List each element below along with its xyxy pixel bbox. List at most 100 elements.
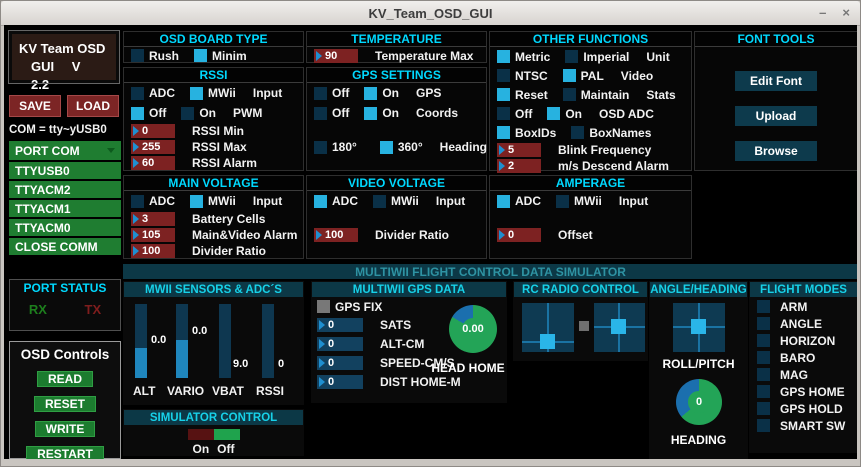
head-home-knob[interactable]: 0.00	[449, 305, 497, 353]
offset-field[interactable]: 0	[497, 228, 541, 242]
metric-checkbox[interactable]	[497, 50, 510, 63]
port-item-ttyacm1[interactable]: TTYACM1	[9, 200, 121, 217]
mv-adc-checkbox[interactable]	[131, 194, 144, 208]
alt-cm-label: ALT-CM	[380, 336, 425, 351]
titlebar[interactable]: KV_Team_OSD_GUI – ×	[1, 1, 860, 26]
reset-stats-checkbox[interactable]	[497, 88, 510, 101]
port-status-title: PORT STATUS	[23, 280, 107, 295]
simulator-toggle[interactable]	[187, 429, 240, 440]
throttle-yaw-stick[interactable]	[522, 303, 574, 352]
coords-on-checkbox[interactable]	[364, 106, 378, 120]
rssi-pwm-off-checkbox[interactable]	[131, 106, 144, 120]
pitch-roll-handle[interactable]	[611, 319, 626, 334]
smart-sw-checkbox[interactable]	[757, 419, 770, 432]
gps-off-label: Off	[332, 86, 350, 100]
heading-360-checkbox[interactable]	[379, 140, 393, 154]
spinner-arrow-icon	[133, 246, 139, 256]
minim-checkbox[interactable]	[194, 49, 207, 62]
sats-field[interactable]: 0	[317, 317, 363, 332]
box-row: BoxIDs BoxNames	[490, 123, 691, 142]
blink-frequency-field[interactable]: 5	[497, 143, 541, 157]
port-item-ttyusb0[interactable]: TTYUSB0	[9, 162, 121, 179]
coords-off-checkbox[interactable]	[314, 106, 327, 120]
gps-on-checkbox[interactable]	[364, 86, 378, 100]
toggle-on-segment[interactable]	[187, 429, 214, 440]
vario-slider-fill	[176, 339, 188, 378]
port-item-close-comm[interactable]: CLOSE COMM	[9, 238, 121, 255]
rssi-min-field[interactable]: 0	[131, 124, 175, 138]
angle-checkbox[interactable]	[757, 317, 770, 330]
reset-button[interactable]: RESET	[33, 396, 96, 412]
vv-mwii-checkbox[interactable]	[373, 194, 386, 208]
port-item-ttyacm0[interactable]: TTYACM0	[9, 219, 121, 236]
roll-pitch-label: ROLL/PITCH	[662, 357, 735, 371]
dist-home-field[interactable]: 0	[317, 374, 363, 389]
baro-checkbox[interactable]	[757, 351, 770, 364]
main-video-alarm-field[interactable]: 105	[131, 228, 175, 242]
speed-field[interactable]: 0	[317, 355, 363, 370]
osd-adc-off-checkbox[interactable]	[497, 107, 510, 120]
osd-adc-on-checkbox[interactable]	[547, 107, 561, 120]
battery-cells-field[interactable]: 3	[131, 212, 175, 226]
close-icon[interactable]: ×	[842, 5, 850, 20]
vario-slider[interactable]	[176, 304, 188, 378]
dist-home-row: 0 DIST HOME-M	[311, 372, 507, 391]
imperial-checkbox[interactable]	[565, 50, 579, 63]
gps-hold-checkbox[interactable]	[757, 402, 770, 415]
read-button[interactable]: READ	[36, 371, 93, 387]
toggle-off-segment[interactable]	[213, 429, 240, 440]
battery-cells-value: 3	[142, 213, 149, 225]
vv-divider-field[interactable]: 100	[314, 228, 358, 242]
edit-font-button[interactable]: Edit Font	[735, 71, 817, 91]
restart-button[interactable]: RESTART	[26, 446, 104, 459]
load-button[interactable]: LOAD	[67, 95, 119, 117]
roll-pitch-pad[interactable]	[673, 303, 725, 352]
logo-line2: GUI V 2.2	[31, 59, 81, 92]
minimize-icon[interactable]: –	[819, 5, 827, 20]
rssi-mwii-checkbox[interactable]	[190, 86, 203, 100]
gps-off-checkbox[interactable]	[314, 86, 327, 100]
rssi-adc-checkbox[interactable]	[131, 86, 144, 100]
chevron-down-icon	[107, 148, 115, 153]
rush-checkbox[interactable]	[131, 49, 144, 62]
gps-fix-checkbox[interactable]	[317, 300, 330, 313]
ntsc-checkbox[interactable]	[497, 69, 510, 82]
amp-mwii-checkbox[interactable]	[556, 194, 569, 208]
mag-checkbox[interactable]	[757, 368, 770, 381]
mv-mwii-checkbox[interactable]	[190, 194, 203, 208]
write-button[interactable]: WRITE	[34, 421, 96, 437]
temperature-max-field[interactable]: 90	[314, 48, 358, 63]
gps-home-checkbox[interactable]	[757, 385, 770, 398]
vv-adc-checkbox[interactable]	[314, 194, 327, 208]
battery-cells-label: Battery Cells	[192, 212, 266, 226]
vbat-slider[interactable]	[219, 304, 231, 378]
browse-button[interactable]: Browse	[735, 141, 817, 161]
section-title: TEMPERATURE	[307, 32, 486, 47]
pitch-roll-stick[interactable]	[594, 303, 645, 352]
alt-cm-field[interactable]: 0	[317, 336, 363, 351]
roll-pitch-handle[interactable]	[691, 319, 706, 334]
save-button[interactable]: SAVE	[9, 95, 61, 117]
boxnames-checkbox[interactable]	[571, 126, 585, 139]
heading-180-checkbox[interactable]	[314, 140, 327, 154]
video-label: Video	[620, 68, 654, 83]
port-com-dropdown[interactable]: PORT COM	[9, 141, 121, 160]
pal-checkbox[interactable]	[562, 69, 576, 82]
alt-slider[interactable]	[135, 304, 147, 378]
rssi-max-field[interactable]: 255	[131, 140, 175, 154]
descend-alarm-field[interactable]: 2	[497, 159, 541, 173]
amp-adc-checkbox[interactable]	[497, 194, 510, 208]
mv-divider-field[interactable]: 100	[131, 244, 175, 258]
upload-button[interactable]: Upload	[735, 106, 817, 126]
horizon-checkbox[interactable]	[757, 334, 770, 347]
throttle-yaw-handle[interactable]	[540, 334, 555, 349]
boxids-checkbox[interactable]	[497, 126, 510, 139]
port-item-ttyacm2[interactable]: TTYACM2	[9, 181, 121, 198]
section-title: FONT TOOLS	[695, 32, 857, 47]
maintain-checkbox[interactable]	[562, 88, 576, 101]
rssi-alarm-field[interactable]: 60	[131, 156, 175, 170]
rssi-slider[interactable]	[262, 304, 274, 378]
heading-knob[interactable]: 0	[676, 379, 722, 425]
arm-checkbox[interactable]	[757, 300, 770, 313]
rssi-pwm-on-checkbox[interactable]	[181, 106, 195, 120]
